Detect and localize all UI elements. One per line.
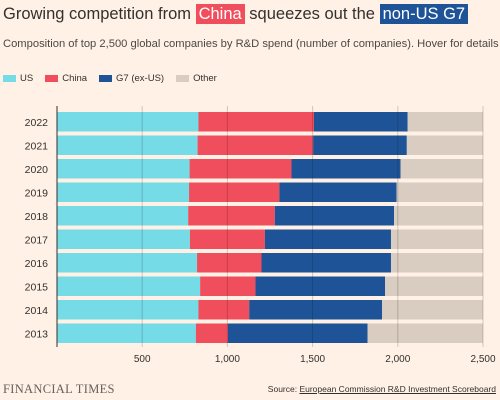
bar-china-2016[interactable] [197,253,262,273]
x-tick-label-2000: 2,000 [385,354,410,365]
ft-logo: FINANCIAL TIMES [3,382,115,396]
x-tick-label-1000: 1,000 [215,354,240,365]
source-note: Source: European Commission R&D Investme… [268,384,496,394]
bar-g7-ex-us-2021[interactable] [313,135,407,156]
legend-label-us: US [20,72,34,84]
bar-other-2019[interactable] [396,182,483,203]
y-tick-label-2013: 2013 [25,328,49,340]
bar-g7-ex-us-2015[interactable] [255,276,386,297]
chart-subtitle: Composition of top 2,500 global companie… [3,38,499,50]
x-tick-label-1500: 1,500 [300,354,325,365]
bar-other-2018[interactable] [394,206,483,226]
bar-us-2015[interactable] [57,276,201,297]
bar-us-2017[interactable] [57,229,190,250]
bar-us-2016[interactable] [57,253,198,273]
bar-g7-ex-us-2014[interactable] [249,300,383,320]
bar-g7-ex-us-2018[interactable] [274,206,395,226]
title-g7-highlight: non-US G7 [379,4,469,24]
legend-item-china[interactable]: China [45,73,87,84]
bar-china-2013[interactable] [195,323,228,344]
x-tick-label-500: 500 [134,354,151,365]
chart-legend: US China G7 (ex-US) Other [3,71,229,85]
bar-china-2020[interactable] [189,159,292,179]
bar-us-2018[interactable] [57,206,189,226]
y-tick-label-2017: 2017 [25,234,49,246]
bar-other-2020[interactable] [400,159,483,179]
bar-us-2019[interactable] [57,182,190,203]
bar-china-2014[interactable] [198,300,250,320]
y-tick-label-2021: 2021 [25,140,49,152]
chart-title: Growing competition from China squeezes … [3,2,469,26]
bar-us-2020[interactable] [57,159,190,179]
bar-other-2021[interactable] [406,135,483,156]
legend-label-other: Other [193,72,217,84]
bar-g7-ex-us-2017[interactable] [264,229,391,250]
x-tick-label-2500: 2,500 [470,354,495,365]
bar-us-2014[interactable] [57,300,199,320]
legend-swatch-other [176,74,190,82]
source-link[interactable]: European Commission R&D Investment Score… [299,384,496,394]
bar-china-2021[interactable] [197,135,314,156]
legend-swatch-china [45,74,59,82]
bar-other-2016[interactable] [390,253,483,273]
bar-other-2014[interactable] [382,300,483,320]
bar-us-2022[interactable] [57,112,199,132]
bar-china-2018[interactable] [188,206,275,226]
bar-g7-ex-us-2013[interactable] [227,323,368,344]
y-tick-label-2019: 2019 [25,187,49,199]
source-prefix: Source: [267,384,300,394]
bar-g7-ex-us-2016[interactable] [261,253,391,273]
bar-china-2017[interactable] [189,229,265,250]
bar-china-2015[interactable] [200,276,256,297]
title-china-highlight: China [195,4,245,24]
y-tick-label-2014: 2014 [25,305,49,317]
title-text-part2: squeezes out the [244,5,380,23]
legend-item-other[interactable]: Other [176,73,217,84]
legend-item-us[interactable]: US [3,73,33,84]
bar-us-2021[interactable] [57,135,198,156]
y-tick-label-2020: 2020 [25,164,49,176]
stacked-bar-chart: 2022 2021 2020 2019 2018 2017 2016 2015 2014 2013… [25,106,496,365]
bar-other-2013[interactable] [367,323,483,344]
legend-label-china: China [62,72,88,84]
legend-swatch-g7 [99,74,113,82]
bar-us-2013[interactable] [57,323,196,344]
y-tick-label-2015: 2015 [25,281,49,293]
y-tick-label-2016: 2016 [25,258,49,270]
legend-label-g7: G7 (ex-US) [116,72,165,84]
bar-g7-ex-us-2022[interactable] [313,112,408,132]
bar-other-2015[interactable] [385,276,483,297]
bar-other-2022[interactable] [407,112,483,132]
bar-other-2017[interactable] [390,229,483,250]
bar-china-2022[interactable] [198,112,314,132]
y-tick-label-2022: 2022 [25,117,49,129]
bar-g7-ex-us-2020[interactable] [291,159,401,179]
y-tick-label-2018: 2018 [25,211,49,223]
bar-g7-ex-us-2019[interactable] [279,182,397,203]
bar-china-2019[interactable] [189,182,280,203]
legend-item-g7[interactable]: G7 (ex-US) [99,73,164,84]
title-text-part1: Growing competition from [3,5,196,23]
legend-swatch-us [3,74,16,82]
